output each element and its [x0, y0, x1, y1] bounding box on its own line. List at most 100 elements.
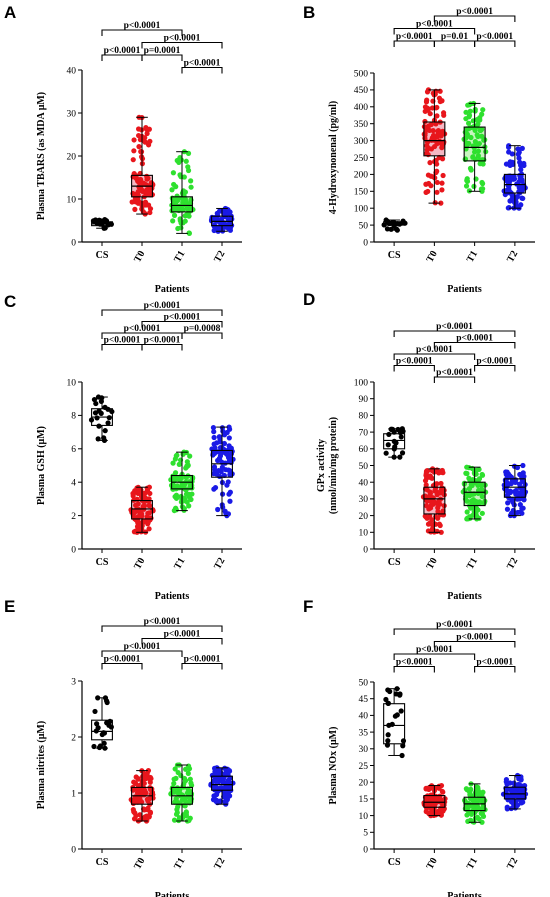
- data-point: [440, 110, 447, 116]
- y-tick-label: 350: [354, 120, 369, 130]
- data-point: [468, 167, 474, 173]
- data-point: [438, 486, 445, 493]
- y-tick-label: 6: [71, 445, 76, 455]
- data-point: [184, 499, 190, 505]
- y-tick-label: 90: [359, 395, 369, 405]
- significance-bracket: p<0.0001: [393, 345, 476, 360]
- data-point: [217, 799, 223, 805]
- data-point: [466, 114, 472, 120]
- data-point: [463, 109, 469, 115]
- data-point: [225, 452, 231, 458]
- box-t1: T1: [460, 464, 489, 572]
- data-point: [423, 795, 430, 801]
- data-point: [130, 493, 136, 499]
- data-point: [133, 502, 139, 508]
- data-point: [135, 199, 141, 205]
- significance-bracket: p<0.0001: [393, 20, 476, 35]
- data-point: [467, 108, 473, 114]
- box-outline: [423, 486, 446, 515]
- y-tick-label: 8: [71, 412, 76, 422]
- box-t0: T0: [128, 768, 156, 872]
- data-point: [519, 510, 525, 516]
- data-point: [134, 797, 140, 803]
- data-point: [211, 441, 217, 447]
- p-value-label: p<0.0001: [144, 301, 181, 311]
- data-point: [175, 225, 181, 232]
- data-point: [227, 498, 233, 504]
- box-cs: CS: [383, 686, 407, 868]
- y-tick-label: 35: [359, 728, 369, 738]
- data-point: [105, 420, 111, 426]
- significance-bracket: p<0.0001: [474, 658, 516, 673]
- data-point: [184, 459, 190, 465]
- data-point: [504, 187, 510, 193]
- data-point: [176, 159, 182, 165]
- data-point: [146, 503, 153, 509]
- data-point: [171, 212, 178, 218]
- panel-letter: E: [4, 597, 15, 616]
- data-point: [504, 804, 510, 810]
- data-point: [477, 117, 483, 123]
- significance-bracket: p<0.0001: [181, 655, 223, 670]
- x-tick-label: T1: [172, 856, 187, 872]
- data-point: [132, 206, 138, 212]
- data-point: [135, 489, 141, 495]
- data-point: [400, 428, 406, 434]
- data-point: [130, 157, 136, 163]
- data-point: [226, 435, 232, 441]
- data-point: [188, 178, 194, 184]
- data-point: [172, 206, 178, 213]
- p-value-label: p<0.0001: [416, 20, 453, 30]
- data-point: [427, 810, 433, 816]
- x-tick-label: T1: [465, 556, 480, 572]
- data-point: [211, 227, 217, 234]
- data-point: [506, 205, 512, 211]
- y-axis-title-line: GPx activity: [316, 439, 327, 492]
- data-point: [142, 814, 148, 820]
- significance-bracket: p<0.0001: [141, 336, 183, 351]
- data-point: [93, 400, 99, 407]
- p-value-label: p<0.0001: [184, 655, 221, 665]
- data-point: [224, 482, 230, 488]
- significance-bracket: p<0.0001: [393, 658, 435, 673]
- chart-panel-c: C 0 2 4 6 8 10 Plasma GSH (μM) Patients CS T0 T1 T2 p…: [4, 292, 242, 602]
- box-t0: T0: [421, 782, 448, 872]
- data-point: [383, 696, 389, 703]
- data-point: [189, 491, 195, 497]
- y-axis-title: Plasma TBARS (as MDA μM): [36, 92, 47, 220]
- data-point: [187, 776, 193, 782]
- significance-bracket: p<0.0001: [101, 46, 143, 61]
- data-point: [423, 808, 429, 815]
- data-point: [181, 505, 187, 512]
- box-outline: [423, 121, 446, 157]
- y-tick-label: 300: [354, 137, 369, 147]
- data-point: [472, 108, 478, 114]
- data-point: [393, 440, 399, 446]
- data-point: [129, 199, 135, 205]
- bracket-line: [101, 309, 223, 316]
- y-tick-label: 10: [67, 378, 77, 388]
- data-point: [187, 795, 193, 801]
- significance-bracket: p<0.0001: [393, 357, 435, 372]
- data-points: [209, 424, 236, 519]
- data-point: [479, 493, 485, 500]
- data-point: [475, 148, 482, 154]
- y-tick-label: 0: [71, 545, 76, 555]
- data-point: [172, 200, 178, 206]
- data-point: [436, 521, 442, 527]
- data-point: [503, 177, 509, 184]
- data-point: [187, 453, 193, 459]
- x-tick-label: T1: [465, 249, 480, 265]
- data-point: [478, 810, 484, 816]
- data-point: [208, 782, 214, 788]
- data-point: [142, 135, 148, 141]
- data-point: [144, 514, 150, 520]
- significance-bracket: p<0.0001: [433, 7, 516, 22]
- data-point: [147, 206, 154, 212]
- data-point: [424, 89, 431, 95]
- data-point: [475, 153, 481, 159]
- data-point: [434, 467, 440, 473]
- y-tick-label: 30: [67, 109, 77, 119]
- data-point: [389, 721, 395, 727]
- data-point: [143, 190, 149, 196]
